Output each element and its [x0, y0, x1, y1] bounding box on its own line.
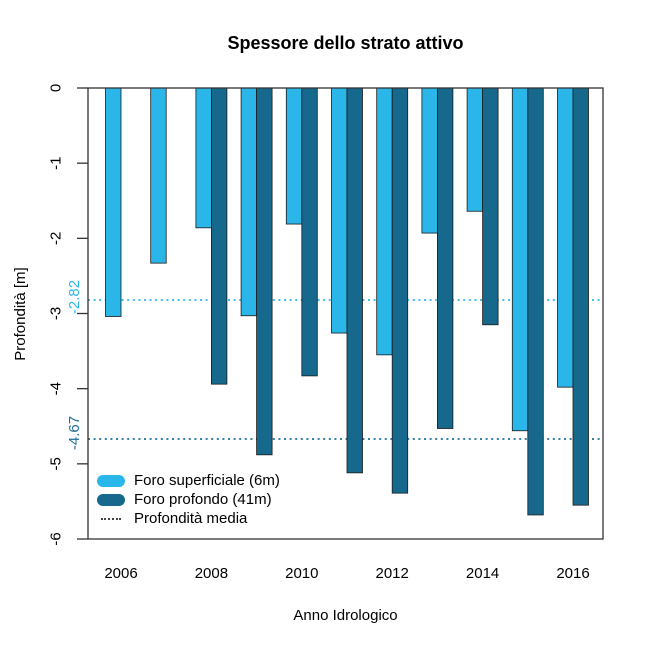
y-tick-label-0: 0: [48, 84, 65, 92]
bar-2014-profondo: [482, 87, 499, 326]
bar-2006-superficiale: [105, 87, 122, 317]
x-tick-label-2016: 2016: [556, 565, 589, 582]
y-tick-label--3: -3: [48, 307, 65, 320]
bar-2014-superficiale: [466, 87, 484, 212]
legend-swatch-superficiale: [97, 474, 125, 487]
legend-item-media: Profondità media: [97, 509, 280, 528]
legend-item-profondo: Foro profondo (41m): [97, 490, 280, 509]
bar-2010-profondo: [301, 87, 318, 377]
y-tick-label--1: -1: [48, 156, 65, 169]
x-tick-label-2010: 2010: [285, 565, 318, 582]
y-tick-label--4: -4: [48, 382, 65, 395]
legend: Foro superficiale (6m) Foro profondo (41…: [97, 471, 280, 528]
bar-2011-profondo: [346, 87, 363, 474]
bar-2009-superficiale: [240, 87, 258, 317]
bar-2013-superficiale: [421, 87, 438, 234]
bar-2011-superficiale: [331, 87, 348, 334]
y-tick-label--6: -6: [48, 532, 65, 545]
mean-profondo-value-label: -4.67: [66, 415, 83, 451]
bar-2013-profondo: [436, 87, 454, 429]
legend-label-profondo: Foro profondo (41m): [134, 491, 272, 508]
legend-label-superficiale: Foro superficiale (6m): [134, 472, 280, 489]
bar-2012-profondo: [391, 87, 409, 494]
bar-2009-profondo: [256, 87, 273, 456]
bar-2008-profondo: [210, 87, 228, 385]
x-tick-label-2008: 2008: [195, 565, 228, 582]
y-tick-label--5: -5: [48, 457, 65, 470]
dotted-line-icon: [97, 517, 125, 520]
bar-2015-profondo: [527, 87, 544, 516]
bar-2007-superficiale: [150, 87, 167, 264]
x-tick-label-2012: 2012: [376, 565, 409, 582]
mean-superficiale-value-label: -2.82: [66, 279, 83, 315]
bar-2016-profondo: [572, 87, 589, 506]
x-tick-label-2014: 2014: [466, 565, 499, 582]
bar-2008-superficiale: [195, 87, 212, 229]
legend-swatch-profondo: [97, 493, 125, 506]
legend-item-superficiale: Foro superficiale (6m): [97, 471, 280, 490]
legend-label-media: Profondità media: [134, 510, 248, 527]
x-tick-label-2006: 2006: [104, 565, 137, 582]
bar-2010-superficiale: [285, 87, 303, 225]
bar-2015-superficiale: [511, 87, 529, 432]
bar-2012-superficiale: [376, 87, 393, 356]
bar-2016-superficiale: [557, 87, 574, 388]
y-tick-label--2: -2: [48, 232, 65, 245]
x-axis-label: Anno Idrologico: [293, 607, 398, 624]
chart-title: Spessore dello strato attivo: [227, 33, 464, 53]
